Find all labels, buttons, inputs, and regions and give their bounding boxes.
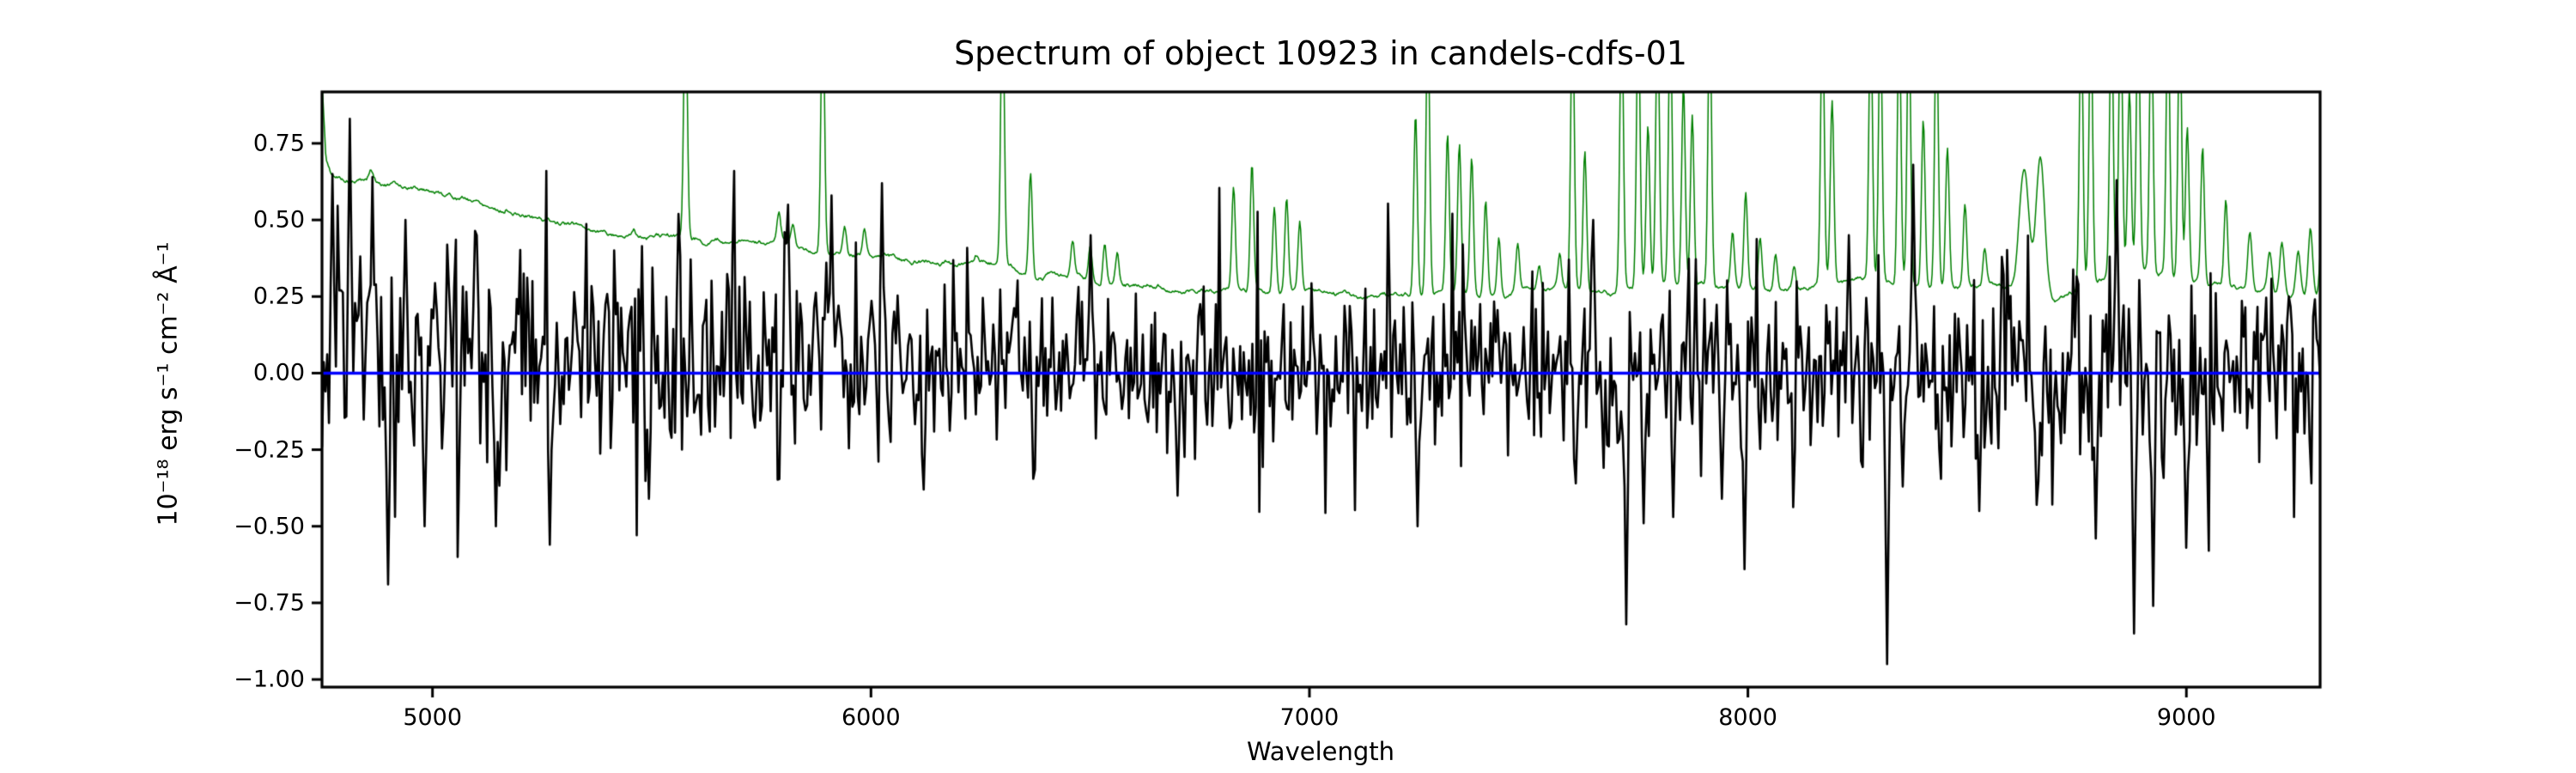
x-tick-label: 6000 xyxy=(841,704,901,731)
y-tick-label: 0.25 xyxy=(252,283,305,310)
y-axis-label: 10⁻¹⁸ erg s⁻¹ cm⁻² Å⁻¹ xyxy=(153,241,184,526)
y-tick-label: −0.75 xyxy=(234,589,305,617)
x-tick-label: 7000 xyxy=(1279,704,1340,731)
y-tick-label: 0.50 xyxy=(252,206,305,234)
y-tick-label: −1.00 xyxy=(234,666,305,693)
x-axis-label: Wavelength xyxy=(1246,737,1395,766)
x-tick-label: 5000 xyxy=(403,704,463,731)
x-tick-label: 8000 xyxy=(1718,704,1777,731)
plot-title: Spectrum of object 10923 in candels-cdfs… xyxy=(954,34,1687,72)
y-tick-label: −0.50 xyxy=(234,513,305,540)
y-tick-label: 0.75 xyxy=(252,130,305,157)
y-tick-label: −0.25 xyxy=(234,436,305,464)
x-tick-label: 9000 xyxy=(2156,704,2216,731)
y-tick-label: 0.00 xyxy=(252,359,305,386)
